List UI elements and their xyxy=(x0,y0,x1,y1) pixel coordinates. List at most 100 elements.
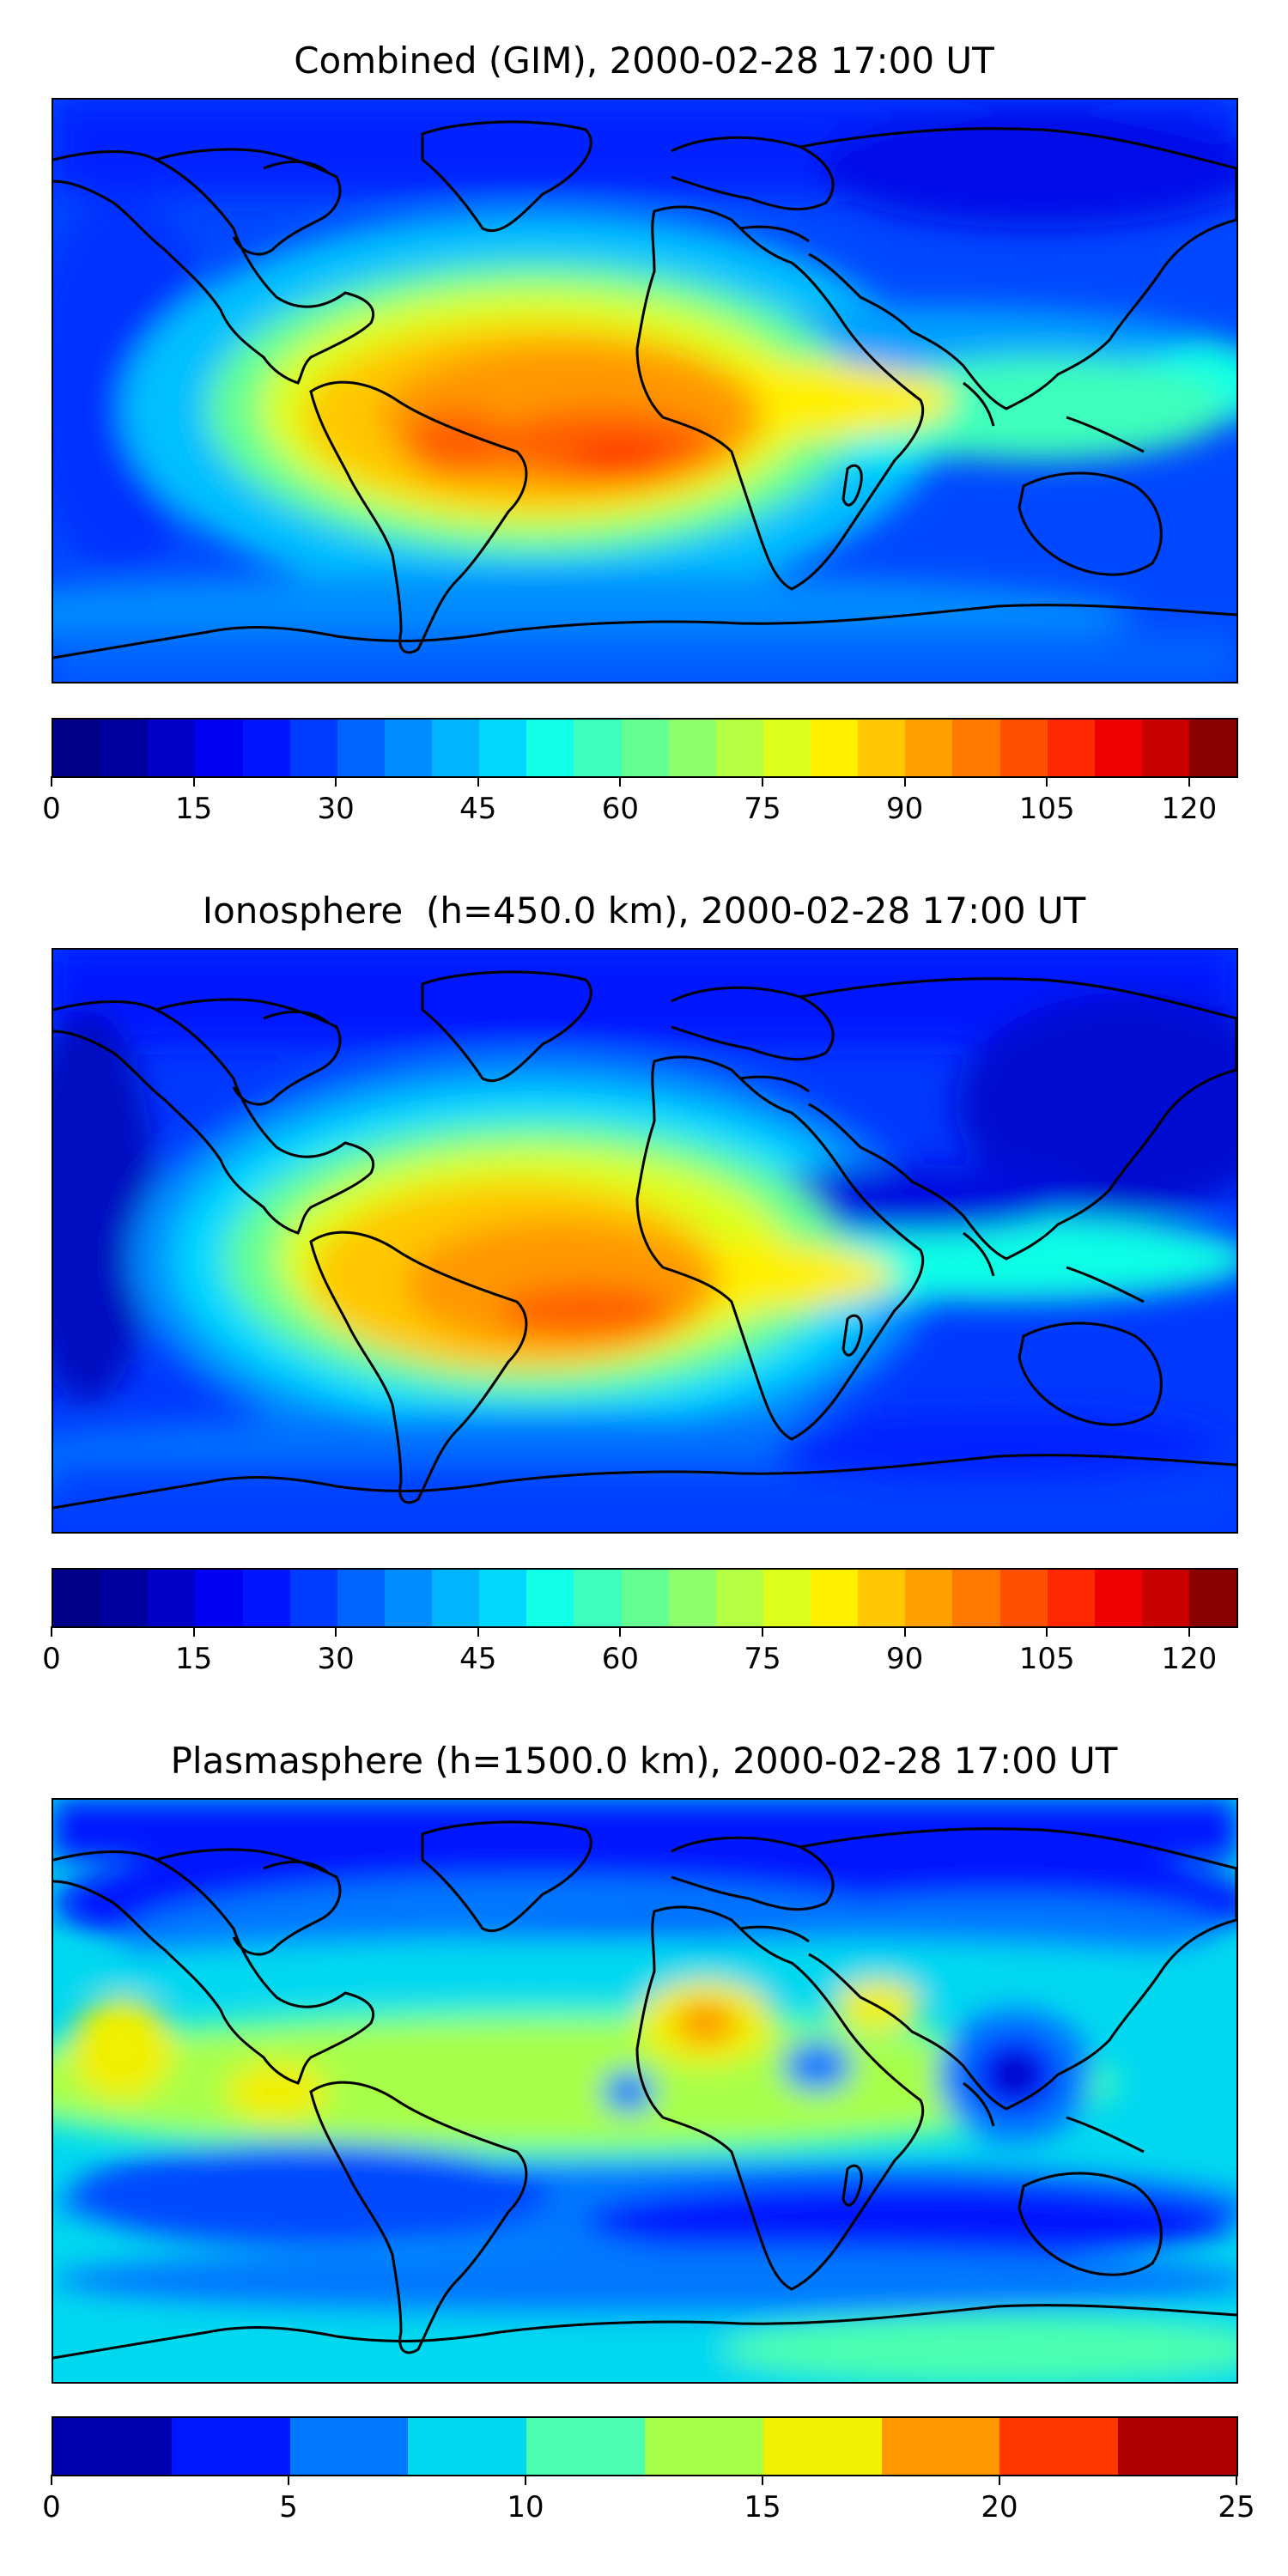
colorbar-tick xyxy=(1236,2475,1237,2485)
colorbar-segment xyxy=(905,1570,953,1626)
colorbar-tick xyxy=(51,776,52,787)
colorbar-tick xyxy=(1046,776,1048,787)
colorbar-tick xyxy=(477,776,479,787)
colorbar-segment xyxy=(762,1570,811,1626)
colorbar-tick-label: 0 xyxy=(42,2490,61,2524)
colorbar-segment xyxy=(621,720,669,776)
colorbar-tick-label: 75 xyxy=(744,792,781,826)
colorbar-segment xyxy=(574,720,622,776)
colorbar-tick-label: 75 xyxy=(744,1642,781,1676)
colorbar-tick xyxy=(192,776,195,787)
colorbar-segment xyxy=(432,1570,480,1626)
colorbar-segment xyxy=(858,720,906,776)
combined-map xyxy=(52,98,1238,683)
colorbar-segment xyxy=(289,720,337,776)
colorbar-segment xyxy=(621,1570,669,1626)
colorbar-segment xyxy=(100,720,149,776)
colorbar-segment xyxy=(100,1570,149,1626)
combined-colorbar-ticks: 0 15 30 45 60 75 90 105 120 xyxy=(42,776,1236,826)
colorbar-segment xyxy=(715,1570,763,1626)
plasmasphere-map-svg xyxy=(53,1800,1236,2382)
colorbar-segment xyxy=(1189,1570,1237,1626)
colorbar-segment xyxy=(668,720,716,776)
colorbar-segment xyxy=(337,720,385,776)
colorbar-segment xyxy=(811,720,859,776)
colorbar-tick xyxy=(288,2475,289,2485)
colorbar-tick xyxy=(51,2475,52,2485)
colorbar-tick-label: 0 xyxy=(42,1642,61,1676)
colorbar-tick xyxy=(192,1626,195,1637)
plasmasphere-map xyxy=(52,1798,1238,2384)
colorbar-segment xyxy=(952,720,1000,776)
colorbar-tick-label: 5 xyxy=(279,2490,298,2524)
ionosphere-colorbar-ticks: 0 15 30 45 60 75 90 105 120 xyxy=(42,1626,1236,1676)
colorbar-segment xyxy=(148,1570,196,1626)
colorbar-segment xyxy=(53,1570,101,1626)
colorbar-tick-label: 25 xyxy=(1218,2490,1255,2524)
colorbar-segment xyxy=(526,2418,645,2475)
colorbar-tick xyxy=(335,1626,337,1637)
colorbar-tick xyxy=(762,2475,763,2485)
colorbar-segment xyxy=(1094,720,1142,776)
colorbar-segment xyxy=(1189,720,1237,776)
colorbar-segment xyxy=(242,1570,290,1626)
colorbar-segment xyxy=(762,2418,882,2475)
colorbar-tick-label: 10 xyxy=(507,2490,544,2524)
colorbar-segment xyxy=(644,2418,763,2475)
colorbar-tick xyxy=(619,1626,622,1637)
colorbar-segment xyxy=(242,720,290,776)
colorbar-segment xyxy=(858,1570,906,1626)
colorbar-tick xyxy=(51,1626,52,1637)
colorbar-segment xyxy=(479,720,527,776)
colorbar-tick xyxy=(335,776,337,787)
colorbar-segment xyxy=(384,720,432,776)
plasmasphere-colorbar xyxy=(52,2416,1238,2476)
colorbar-tick-label: 105 xyxy=(1018,792,1075,826)
colorbar-segment xyxy=(999,1570,1048,1626)
colorbar-tick xyxy=(999,2475,1000,2485)
colorbar-tick xyxy=(762,776,763,787)
combined-colorbar xyxy=(52,718,1238,778)
ionosphere-colorbar xyxy=(52,1568,1238,1628)
ionosphere-title: Ionosphere (h=450.0 km), 2000-02-28 17:0… xyxy=(202,890,1086,932)
colorbar-segment xyxy=(1141,720,1189,776)
colorbar-tick-label: 15 xyxy=(174,792,213,826)
colorbar-tick xyxy=(1188,1626,1190,1637)
colorbar-tick-label: 90 xyxy=(885,792,924,826)
colorbar-segment xyxy=(289,1570,337,1626)
colorbar-tick-label: 45 xyxy=(459,792,497,826)
ionosphere-map xyxy=(52,948,1238,1534)
colorbar-segment xyxy=(526,1570,574,1626)
colorbar-tick xyxy=(903,776,906,787)
colorbar-segment xyxy=(479,1570,527,1626)
colorbar-tick xyxy=(762,1626,763,1637)
colorbar-segment xyxy=(1118,2418,1236,2475)
colorbar-tick-label: 15 xyxy=(174,1642,213,1676)
colorbar-segment xyxy=(762,720,811,776)
colorbar-tick-label: 0 xyxy=(42,792,61,826)
colorbar-segment xyxy=(905,720,953,776)
combined-title: Combined (GIM), 2000-02-28 17:00 UT xyxy=(294,39,994,82)
colorbar-segment xyxy=(53,720,101,776)
colorbar-segment xyxy=(715,720,763,776)
colorbar-segment xyxy=(432,720,480,776)
colorbar-tick-label: 60 xyxy=(601,792,640,826)
colorbar-segment xyxy=(668,1570,716,1626)
colorbar-tick xyxy=(1188,776,1190,787)
colorbar-tick xyxy=(1046,1626,1048,1637)
colorbar-segment xyxy=(1094,1570,1142,1626)
ionosphere-map-svg xyxy=(53,950,1236,1532)
colorbar-tick-label: 30 xyxy=(317,792,355,826)
colorbar-tick-label: 90 xyxy=(885,1642,924,1676)
colorbar-segment xyxy=(289,2418,409,2475)
colorbar-tick-label: 105 xyxy=(1018,1642,1075,1676)
colorbar-segment xyxy=(195,1570,243,1626)
colorbar-tick xyxy=(619,776,622,787)
colorbar-segment xyxy=(171,2418,290,2475)
colorbar-segment xyxy=(53,2418,172,2475)
colorbar-segment xyxy=(881,2418,1000,2475)
colorbar-segment xyxy=(999,720,1048,776)
colorbar-tick-label: 120 xyxy=(1161,1642,1218,1676)
colorbar-segment xyxy=(1047,1570,1095,1626)
colorbar-segment xyxy=(999,2418,1119,2475)
